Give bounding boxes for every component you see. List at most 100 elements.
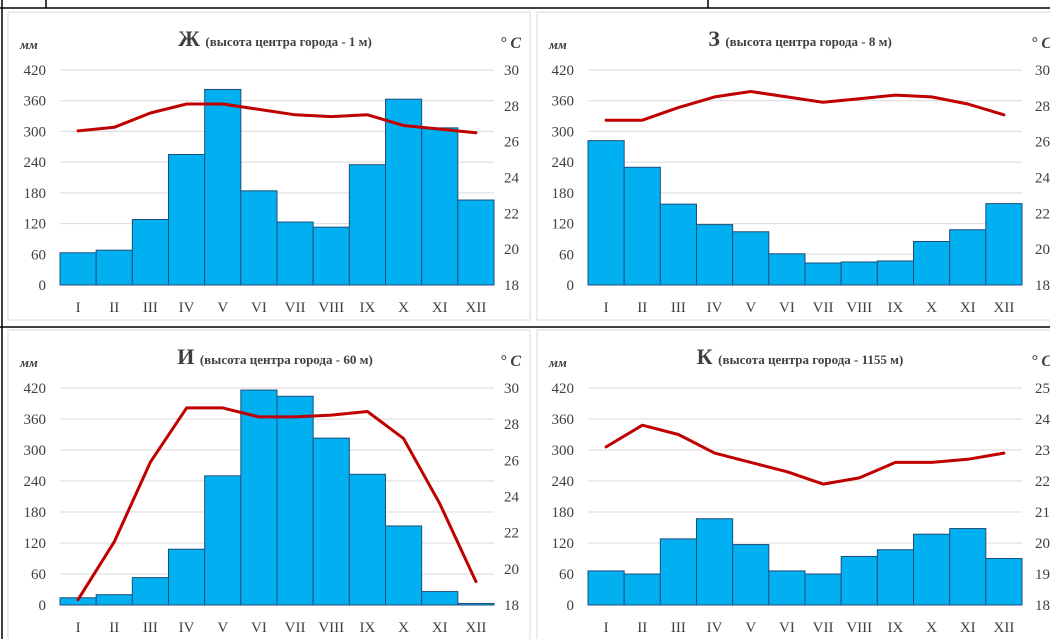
y-tick-label: 240: [552, 155, 575, 171]
bar-VI: [240, 389, 278, 606]
y2-tick-label: 28: [1035, 99, 1050, 115]
y-axis-unit-label: мм: [548, 37, 567, 52]
x-tick-label: III: [671, 300, 686, 316]
y2-tick-label: 26: [1035, 135, 1050, 151]
y-tick-label: 120: [24, 217, 47, 233]
x-tick-label: X: [398, 620, 409, 636]
y-tick-label: 0: [39, 278, 47, 294]
x-tick-label: VII: [813, 620, 834, 636]
chart-subtitle: (высота центра города - 8 м): [725, 34, 891, 49]
y-tick-label: 180: [24, 505, 47, 521]
chart-subtitle: (высота центра города - 1 м): [205, 34, 371, 49]
y-tick-label: 0: [567, 598, 575, 614]
y2-tick-label: 24: [504, 171, 520, 187]
bar-IX: [348, 164, 387, 286]
y-tick-label: 360: [552, 94, 575, 110]
x-tick-label: I: [604, 620, 609, 636]
x-tick-label: XII: [994, 300, 1015, 316]
x-tick-label: VIII: [318, 300, 344, 316]
bar-I: [587, 140, 625, 286]
y-tick-label: 180: [24, 186, 47, 202]
x-tick-label: XII: [994, 620, 1015, 636]
y2-tick-label: 28: [504, 99, 519, 115]
chart-title: И (высота центра города - 60 м): [177, 344, 373, 369]
bar-VII: [804, 573, 842, 606]
y2-tick-label: 22: [504, 526, 519, 542]
y2-tick-label: 18: [504, 278, 519, 294]
bar-VIII: [840, 261, 878, 286]
y2-tick-label: 25: [1035, 381, 1050, 397]
y-tick-label: 420: [24, 381, 47, 397]
y2-tick-label: 20: [504, 562, 519, 578]
y2-tick-label: 18: [1035, 598, 1050, 614]
x-tick-label: VI: [779, 620, 795, 636]
bar-II: [623, 166, 661, 286]
y2-tick-label: 24: [1035, 412, 1050, 428]
bar-VIII: [840, 555, 878, 606]
y2-tick-label: 22: [1035, 474, 1050, 490]
chart-title: З (высота центра города - 8 м): [708, 26, 892, 51]
y2-axis-unit-label: ° C: [500, 35, 521, 52]
y2-tick-label: 18: [504, 598, 519, 614]
y2-tick-label: 28: [504, 417, 519, 433]
y2-tick-label: 24: [504, 490, 520, 506]
y-tick-label: 0: [567, 278, 575, 294]
y2-tick-label: 20: [1035, 536, 1050, 552]
x-tick-label: IX: [888, 620, 904, 636]
bar-XI: [421, 591, 459, 606]
y2-tick-label: 23: [1035, 443, 1050, 459]
x-tick-label: X: [926, 300, 937, 316]
bar-VII: [276, 395, 314, 606]
y-tick-label: 120: [552, 536, 575, 552]
bar-VI: [768, 253, 806, 286]
x-tick-label: V: [745, 300, 756, 316]
y2-tick-label: 21: [1035, 505, 1050, 521]
y-tick-label: 60: [559, 247, 574, 263]
y-tick-label: 60: [31, 247, 46, 263]
x-tick-label: XII: [466, 620, 487, 636]
y-tick-label: 300: [24, 443, 47, 459]
bar-XII: [985, 558, 1023, 606]
bar-XI: [949, 229, 987, 286]
bar-IV: [696, 518, 734, 606]
y-tick-label: 180: [552, 505, 575, 521]
bar-V: [204, 475, 242, 606]
x-tick-label: IX: [888, 300, 904, 316]
y-tick-label: 300: [552, 443, 575, 459]
x-tick-label: I: [76, 300, 81, 316]
x-tick-label: VII: [813, 300, 834, 316]
x-tick-label: VI: [251, 620, 267, 636]
x-tick-label: V: [745, 620, 756, 636]
y-axis-unit-label: мм: [19, 355, 38, 370]
bar-V: [732, 544, 770, 606]
y-tick-label: 420: [552, 63, 575, 79]
x-tick-label: X: [398, 300, 409, 316]
bar-II: [95, 249, 133, 286]
x-tick-label: VI: [251, 300, 267, 316]
bar-X: [913, 240, 951, 286]
x-tick-label: XI: [432, 300, 448, 316]
chart-subtitle: (высота центра города - 60 м): [200, 352, 373, 367]
x-tick-label: I: [604, 300, 609, 316]
x-tick-label: VI: [779, 300, 795, 316]
bar-III: [659, 538, 697, 606]
bar-IX: [348, 473, 387, 606]
bar-XI: [421, 127, 459, 286]
y2-tick-label: 26: [504, 135, 520, 151]
bar-XI: [949, 528, 987, 606]
bar-X: [385, 98, 423, 286]
x-tick-label: XI: [960, 620, 976, 636]
bar-VI: [240, 190, 278, 286]
y-tick-label: 420: [24, 63, 47, 79]
y2-tick-label: 20: [504, 242, 519, 258]
x-tick-label: IV: [707, 620, 723, 636]
y2-axis-unit-label: ° C: [1031, 35, 1050, 52]
y-tick-label: 240: [24, 155, 47, 171]
y2-tick-label: 20: [1035, 242, 1050, 258]
y2-tick-label: 30: [504, 63, 519, 79]
chart-title: К (высота центра города - 1155 м): [697, 344, 904, 369]
